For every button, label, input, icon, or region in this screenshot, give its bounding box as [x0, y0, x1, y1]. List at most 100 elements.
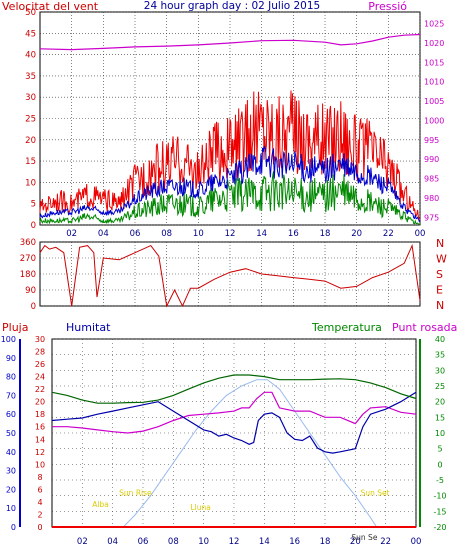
series-min-line: [39, 171, 421, 226]
temperature-y-tick-label: 40: [435, 335, 445, 344]
rain-y-tick-label: 50: [6, 429, 16, 438]
pressure-y-tick-label: 1020: [424, 39, 444, 48]
rain-y-tick-label: 100: [1, 335, 16, 344]
temp-x-tick-label: 18: [320, 537, 331, 547]
temperature-y-tick-label: 0: [437, 460, 442, 469]
wind-y-tick-label: 5: [31, 200, 36, 210]
series-avg-line: [39, 145, 421, 222]
temp-x-tick-label: 02: [77, 537, 88, 547]
wind-x-tick-label: 00: [415, 229, 426, 239]
temp-grid: [52, 338, 417, 528]
wind-y-tick-label: 50: [25, 8, 36, 18]
wind-y-tick-label: 45: [25, 29, 36, 39]
wind-x-tick-label: 08: [161, 229, 172, 239]
wind-y-tick-label: 30: [25, 93, 36, 103]
wind-x-tick-label: 10: [193, 229, 204, 239]
rain-y-ticks: 0 10 20 30 40 50 60 70 80 90 100: [1, 335, 16, 532]
wind-x-tick-label: 12: [225, 229, 236, 239]
humidity-y-tick-label: 4: [37, 498, 42, 507]
humidity-y-tick-label: 12: [35, 448, 45, 457]
temp-x-ticks: 02 04 06 08 10 12 14 16 18 20 22 00: [77, 537, 421, 547]
annotation-sun-set: Sun Set: [361, 489, 390, 498]
temperature-y-tick-label: -5: [436, 476, 444, 485]
series-temperature-line: [51, 374, 417, 404]
temp-x-tick-label: 20: [350, 537, 361, 547]
humidity-y-tick-label: 8: [37, 473, 42, 482]
series-solar-line: [122, 379, 378, 528]
wind-y-tick-label: 25: [25, 115, 36, 125]
temp-series: [51, 374, 417, 528]
temp-x-tick-label: 08: [168, 537, 179, 547]
wind-y-ticks: 0 5 10 15 20 25 30 35 40 45 50: [25, 8, 36, 231]
pressure-y-tick-label: 995: [424, 136, 439, 145]
rain-axis-title: Pluja: [2, 321, 28, 334]
compass-label-e: E: [436, 284, 443, 297]
temp-x-tick-label: 10: [198, 537, 209, 547]
temp-x-tick-label: 00: [411, 537, 422, 547]
temperature-y-tick-label: 10: [435, 429, 445, 438]
rain-y-tick-label: 0: [11, 523, 16, 532]
humidity-axis-title: Humitat: [66, 321, 111, 334]
direction-y-tick-label: 90: [25, 286, 36, 296]
wind-x-ticks: 02 04 06 08 10 12 14 16 18 20 22 00: [66, 229, 425, 239]
rain-y-tick-label: 40: [6, 448, 16, 457]
pressure-axis-title: Pressió: [368, 0, 407, 13]
temp-x-tick-label: 22: [380, 537, 391, 547]
compass-label-n: N: [436, 299, 444, 312]
annotation-sun-se: Sun Se: [351, 533, 377, 542]
pressure-y-tick-label: 1005: [424, 97, 444, 106]
humidity-y-tick-label: 30: [35, 335, 45, 344]
wind-x-tick-label: 02: [66, 229, 77, 239]
series-humidity-line: [51, 391, 417, 454]
wind-x-tick-label: 16: [288, 229, 299, 239]
temperature-y-tick-label: 25: [435, 382, 445, 391]
rain-y-tick-label: 60: [6, 410, 16, 419]
direction-y-tick-label: 360: [20, 238, 36, 248]
wind-x-tick-label: 06: [130, 229, 141, 239]
wind-x-tick-label: 04: [98, 229, 109, 239]
temp-x-tick-label: 04: [107, 537, 118, 547]
rain-y-tick-label: 20: [6, 485, 16, 494]
pressure-y-tick-label: 1010: [424, 78, 444, 87]
wind-y-tick-label: 10: [25, 178, 36, 188]
wind-x-tick-label: 20: [351, 229, 362, 239]
humidity-y-tick-label: 16: [35, 423, 45, 432]
wind-x-tick-label: 22: [383, 229, 394, 239]
direction-y-ticks: 0 90 180 270 360: [20, 238, 36, 312]
direction-y-tick-label: 180: [20, 270, 36, 280]
temperature-y-tick-label: -20: [433, 523, 446, 532]
rain-y-tick-label: 10: [6, 504, 16, 513]
pressure-y-tick-label: 990: [424, 155, 439, 164]
direction-series: [39, 243, 421, 308]
compass-label-s: S: [436, 268, 443, 281]
series-direction-line: [39, 243, 421, 308]
pressure-y-tick-label: 985: [424, 175, 439, 184]
pressure-y-tick-label: 980: [424, 194, 439, 203]
rain-y-tick-label: 90: [6, 354, 16, 363]
direction-y-tick-label: 0: [31, 302, 36, 312]
series-pressure-line: [39, 33, 421, 51]
temperature-y-tick-label: 5: [437, 445, 442, 454]
dewpoint-axis-title: Punt rosada: [392, 321, 457, 334]
compass-label-n: N: [436, 237, 444, 250]
wind-series: [39, 33, 421, 226]
rain-y-tick-label: 30: [6, 467, 16, 476]
wind-x-tick-label: 14: [256, 229, 267, 239]
series-dewpoint-line: [52, 391, 417, 434]
wind-y-tick-label: 40: [25, 51, 36, 61]
temp-x-tick-label: 14: [259, 537, 270, 547]
humidity-y-tick-label: 0: [37, 523, 42, 532]
humidity-y-tick-label: 24: [35, 373, 45, 382]
temp-x-tick-label: 16: [289, 537, 300, 547]
rain-y-tick-label: 70: [6, 391, 16, 400]
temperature-y-tick-label: -15: [433, 507, 446, 516]
humidity-y-tick-label: 28: [35, 348, 45, 357]
annotation-lluna: Lluna: [190, 503, 210, 512]
pressure-y-tick-label: 1025: [424, 20, 444, 29]
humidity-y-tick-label: 20: [35, 398, 45, 407]
series-gust-line: [39, 90, 421, 221]
